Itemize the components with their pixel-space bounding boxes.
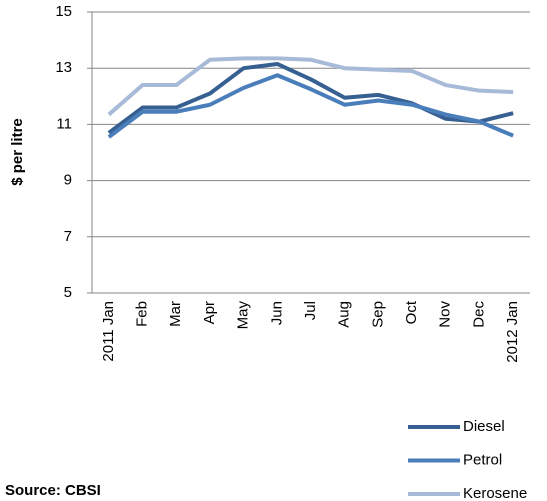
x-tick-label: Nov — [437, 301, 454, 328]
x-tick-label: 2011 Jan — [100, 301, 117, 362]
x-tick-label: Sep — [369, 301, 386, 328]
y-axis-title: $ per litre — [9, 118, 26, 186]
legend-label: Petrol — [463, 451, 502, 468]
y-tick-label: 15 — [55, 3, 72, 20]
x-tick-label: May — [235, 301, 252, 330]
x-tick-label: Jun — [268, 301, 285, 325]
y-tick-label: 13 — [55, 59, 72, 76]
y-tick-label: 11 — [56, 115, 72, 132]
x-tick-label: Apr — [201, 301, 218, 324]
series-line — [107, 56, 514, 117]
x-tick-label: Aug — [336, 301, 353, 328]
x-tick-label: Mar — [167, 301, 184, 327]
y-tick-label: 9 — [64, 172, 72, 189]
y-tick-label: 7 — [64, 228, 72, 245]
x-tick-label: Oct — [403, 300, 420, 324]
x-tick-label: 2012 Jan — [504, 301, 521, 363]
x-tick-label: Feb — [134, 301, 151, 327]
legend-label: Diesel — [463, 418, 505, 435]
series-line — [107, 61, 514, 135]
y-tick-label: 5 — [64, 284, 72, 301]
x-tick-label: Dec — [470, 301, 487, 328]
source-note: Source: CBSI — [5, 482, 101, 499]
x-tick-label: Jul — [302, 301, 319, 320]
legend-label: Kerosene — [463, 485, 527, 501]
series-line — [107, 73, 514, 139]
